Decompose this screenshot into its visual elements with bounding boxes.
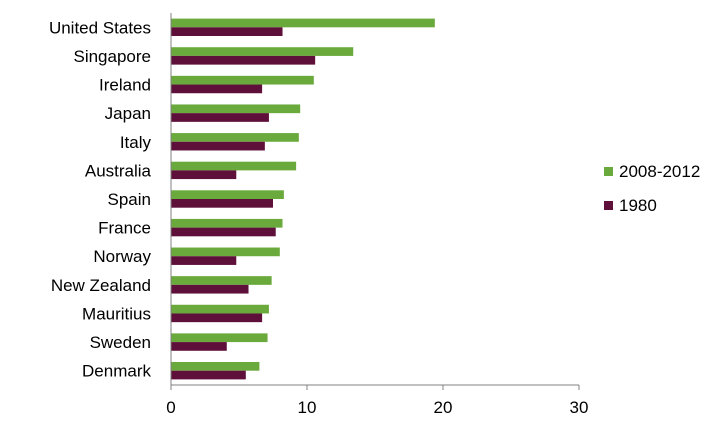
x-tick-label: 0 [166, 398, 175, 417]
category-label: Spain [108, 190, 151, 209]
legend-swatch [604, 201, 613, 210]
bar-1980-united-states [171, 27, 283, 37]
category-labels: United States Singapore Ireland Japan Italy A… [49, 18, 152, 380]
bar-2008-2012-sweden [171, 333, 268, 343]
category-label: Ireland [99, 76, 151, 95]
bar-1980-singapore [171, 55, 316, 65]
bar-2008-2012-denmark [171, 361, 260, 371]
bar-1980-new-zealand [171, 284, 249, 294]
category-label: New Zealand [51, 276, 151, 295]
x-tick-label: 30 [570, 398, 589, 417]
category-label: France [98, 219, 151, 238]
bars-group [171, 18, 435, 380]
legend-label: 2008-2012 [619, 162, 700, 181]
category-label: Mauritius [82, 304, 151, 323]
legend-swatch [604, 167, 613, 176]
bar-2008-2012-mauritius [171, 304, 269, 314]
category-label: Norway [93, 247, 151, 266]
bar-2008-2012-singapore [171, 47, 354, 56]
legend: 2008-2012 1980 [604, 162, 700, 215]
x-tick-label: 20 [434, 398, 453, 417]
bar-1980-denmark [171, 370, 246, 380]
bar-2008-2012-spain [171, 190, 284, 199]
bar-2008-2012-japan [171, 104, 301, 114]
category-label: Australia [85, 161, 152, 180]
category-label: Japan [105, 104, 151, 123]
bar-2008-2012-united-states [171, 18, 435, 28]
bar-1980-france [171, 227, 276, 237]
bar-2008-2012-ireland [171, 75, 314, 85]
bar-1980-japan [171, 113, 269, 122]
bar-2008-2012-norway [171, 247, 280, 257]
bar-1980-ireland [171, 84, 263, 94]
x-axis-ticks: 0 10 20 30 [166, 385, 588, 417]
bar-1980-norway [171, 256, 237, 265]
bar-2008-2012-france [171, 218, 283, 228]
bar-1980-australia [171, 170, 237, 180]
category-label: United States [49, 18, 151, 37]
category-label: Denmark [82, 362, 151, 381]
bar-1980-spain [171, 199, 273, 208]
category-label: Singapore [73, 47, 151, 66]
bar-2008-2012-italy [171, 133, 299, 142]
bar-1980-sweden [171, 342, 227, 351]
category-label: Italy [120, 133, 152, 152]
bar-2008-2012-australia [171, 161, 297, 171]
bar-1980-mauritius [171, 313, 263, 323]
bar-2008-2012-new-zealand [171, 276, 272, 285]
x-tick-label: 10 [298, 398, 317, 417]
category-label: Sweden [90, 333, 151, 352]
legend-label: 1980 [619, 196, 657, 215]
bar-1980-italy [171, 141, 265, 151]
